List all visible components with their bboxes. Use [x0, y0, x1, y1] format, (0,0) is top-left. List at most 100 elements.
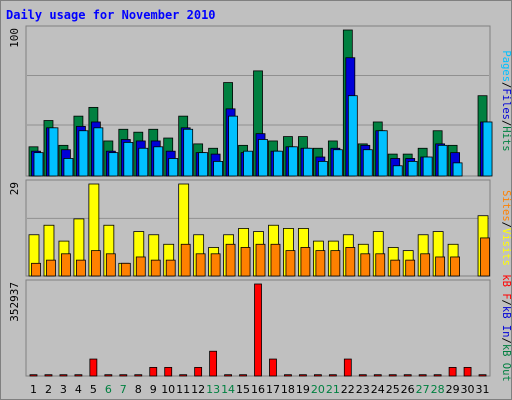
bar-pages-day-17 — [273, 150, 283, 177]
bar-pages-day-25 — [392, 165, 403, 177]
bar-kb-f-day-9 — [149, 366, 158, 377]
bar-pages-day-2 — [48, 127, 59, 177]
legend-item-2: Visits — [500, 228, 512, 266]
bar-kb-f-day-6 — [104, 374, 113, 377]
legend-item-0: Pages — [500, 50, 512, 82]
bar-kb-f-day-28 — [433, 374, 442, 377]
legend-item-1: / — [500, 82, 512, 88]
bar-sites-day-26 — [405, 259, 416, 277]
bar-kb-f-day-7 — [119, 374, 128, 377]
bar-pages-day-3 — [63, 158, 74, 177]
bar-kb-f-day-17 — [269, 358, 277, 377]
bar-kb-f-day-13 — [209, 350, 218, 377]
bar-sites-day-14 — [225, 243, 236, 277]
x-tick-label-day-23: 23 — [356, 383, 370, 396]
bar-kb-f-day-10 — [164, 366, 173, 377]
bar-sites-day-22 — [345, 247, 356, 277]
bar-pages-day-4 — [78, 130, 89, 177]
legend-item-4: Hits — [500, 126, 512, 151]
bar-sites-day-5 — [90, 250, 101, 277]
x-tick-label-day-19: 19 — [296, 383, 310, 396]
bar-kb-f-day-12 — [194, 366, 203, 377]
bar-kb-f-day-4 — [74, 374, 83, 377]
bar-sites-day-19 — [300, 247, 311, 277]
legend-item-2: kB In — [500, 306, 512, 338]
bar-sites-day-11 — [180, 243, 191, 277]
bar-pages-day-28 — [437, 144, 448, 177]
x-tick-label-day-16: 16 — [251, 383, 265, 396]
bar-kb-f-day-16 — [254, 283, 262, 377]
x-tick-label-day-7: 7 — [120, 383, 127, 396]
bar-sites-day-21 — [330, 250, 341, 277]
x-tick-label-day-13: 13 — [206, 383, 220, 396]
bar-sites-day-16 — [255, 243, 266, 277]
bar-kb-f-day-18 — [284, 374, 292, 377]
bar-pages-day-22 — [347, 95, 358, 177]
x-tick-label-day-27: 27 — [416, 383, 430, 396]
bar-kb-f-day-2 — [44, 374, 53, 377]
bar-pages-day-11 — [183, 128, 194, 177]
bar-kb-f-day-15 — [239, 374, 247, 377]
legend-hits_files_pages: Pages/Files/Hits — [500, 50, 512, 151]
bar-kb-f-day-21 — [328, 374, 337, 377]
bar-sites-day-8 — [135, 256, 146, 277]
ymax-label-visits_sites: 29 — [8, 182, 21, 195]
bar-sites-day-12 — [195, 253, 206, 277]
x-tick-label-day-29: 29 — [446, 383, 460, 396]
x-tick-label-day-11: 11 — [176, 383, 190, 396]
ymax-label-hits_files_pages: 100 — [8, 28, 21, 48]
x-tick-label-day-2: 2 — [45, 383, 52, 396]
legend-item-1: / — [500, 300, 512, 306]
bar-pages-day-15 — [243, 150, 253, 177]
bar-sites-day-17 — [270, 243, 281, 277]
bar-sites-day-28 — [435, 256, 446, 277]
bar-kb-f-day-19 — [299, 374, 307, 377]
bar-pages-day-18 — [288, 146, 298, 177]
bar-sites-day-18 — [285, 250, 296, 277]
legend-item-2: Files — [500, 88, 512, 120]
bar-kb-f-day-26 — [403, 374, 412, 377]
bar-sites-day-20 — [315, 250, 326, 277]
bar-sites-day-15 — [240, 247, 251, 277]
bar-sites-day-4 — [76, 259, 86, 277]
x-tick-label-day-24: 24 — [371, 383, 385, 396]
bar-pages-day-29 — [452, 162, 463, 177]
x-tick-label-day-26: 26 — [401, 383, 415, 396]
legend-item-3: / — [500, 337, 512, 343]
x-tick-label-day-14: 14 — [221, 383, 235, 396]
bar-pages-day-31 — [482, 121, 493, 177]
bar-pages-day-10 — [168, 158, 179, 177]
legend-item-0: kB F — [500, 274, 512, 299]
legend-item-4: kB Out — [500, 344, 512, 382]
bar-pages-day-8 — [138, 147, 149, 177]
bar-pages-day-13 — [213, 160, 224, 177]
bar-kb-f-day-5 — [89, 358, 98, 377]
x-tick-label-day-31: 31 — [476, 383, 490, 396]
legend-visits_sites: Sites/Visits — [500, 190, 512, 266]
bar-pages-day-6 — [108, 152, 119, 177]
bar-sites-day-13 — [210, 253, 221, 277]
bar-pages-day-21 — [332, 149, 343, 177]
x-tick-label-day-21: 21 — [326, 383, 340, 396]
x-tick-label-day-28: 28 — [431, 383, 445, 396]
x-tick-label-day-3: 3 — [60, 383, 67, 396]
bar-pages-day-20 — [317, 160, 328, 177]
bar-kb-f-day-30 — [463, 366, 472, 377]
bar-pages-day-9 — [153, 146, 164, 177]
x-tick-label-day-20: 20 — [311, 383, 325, 396]
x-tick-label-day-30: 30 — [461, 383, 475, 396]
bar-kb-f-day-31 — [478, 374, 487, 377]
bar-kb-f-day-29 — [448, 366, 457, 377]
x-tick-label-day-18: 18 — [281, 383, 295, 396]
bar-kb-f-day-1 — [29, 374, 38, 377]
bar-pages-day-12 — [198, 152, 209, 177]
bar-kb-f-day-23 — [358, 374, 367, 377]
legend-item-0: Sites — [500, 190, 512, 222]
bar-sites-day-7 — [120, 262, 131, 277]
x-tick-label-day-5: 5 — [90, 383, 97, 396]
bar-kb-f-day-27 — [418, 374, 427, 377]
bar-pages-day-19 — [303, 147, 313, 177]
bar-pages-day-16 — [258, 139, 268, 177]
legend-item-1: / — [500, 222, 512, 228]
x-tick-label-day-15: 15 — [236, 383, 250, 396]
